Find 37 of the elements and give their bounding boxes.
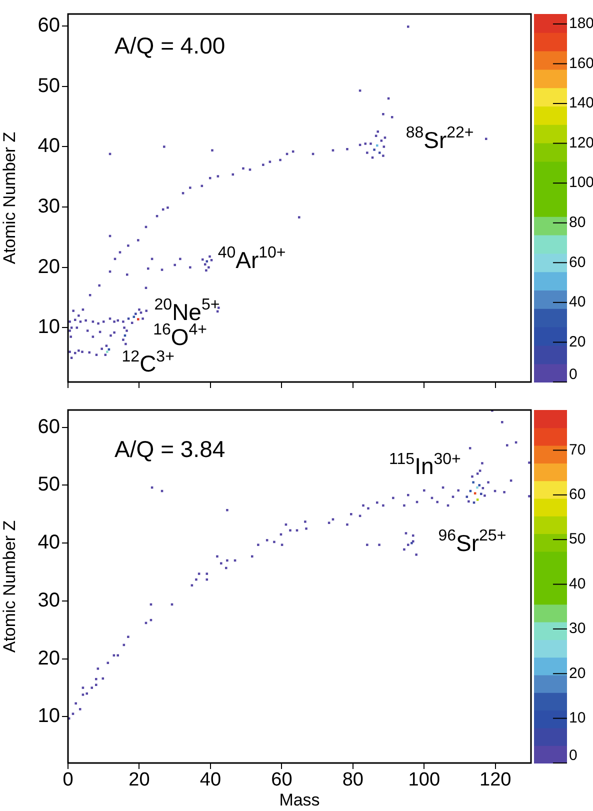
color-bar-label: 70 xyxy=(569,441,586,458)
color-bar-label: 0 xyxy=(569,747,578,764)
color-bar-label: 30 xyxy=(569,620,586,638)
y-tick-label: 10 xyxy=(38,316,60,338)
y-axis-title: Atomic Number Z xyxy=(0,520,19,653)
color-bar-label: 10 xyxy=(569,709,586,726)
y-tick-label: 30 xyxy=(38,196,60,218)
y-tick-label: 40 xyxy=(38,135,60,158)
x-tick-label: 100 xyxy=(408,770,440,791)
y-tick-label: 10 xyxy=(38,705,60,728)
x-axis-title: Mass xyxy=(279,790,320,810)
color-bar-label: 0 xyxy=(569,366,578,384)
x-tick-label: 60 xyxy=(271,770,292,791)
color-bar-label: 20 xyxy=(569,333,586,350)
y-tick-label: 40 xyxy=(38,532,60,554)
color-bar-label: 40 xyxy=(569,294,586,311)
y-axis-title: Atomic Number Z xyxy=(0,132,19,264)
y-tick-label: 20 xyxy=(38,647,60,670)
color-bar-label: 60 xyxy=(569,254,586,271)
x-tick-label: 20 xyxy=(128,770,150,791)
y-tick-label: 30 xyxy=(38,589,60,612)
color-bar-label: 50 xyxy=(569,530,586,548)
y-tick-label: 20 xyxy=(38,256,60,278)
color-bar-label: 80 xyxy=(569,214,586,232)
color-bar-label: 40 xyxy=(569,575,586,592)
x-tick-label: 120 xyxy=(480,770,512,791)
annotation: A/Q = 3.84 xyxy=(114,436,226,462)
x-tick-label: 0 xyxy=(62,770,74,791)
x-tick-label: 80 xyxy=(342,770,364,791)
color-bar-label: 60 xyxy=(569,486,586,504)
y-tick-label: 60 xyxy=(38,14,60,37)
annotation: A/Q = 4.00 xyxy=(114,32,226,59)
y-tick-label: 50 xyxy=(38,474,60,496)
x-tick-label: 40 xyxy=(200,770,222,791)
y-tick-label: 50 xyxy=(38,74,60,97)
y-tick-label: 60 xyxy=(38,416,60,438)
color-bar-label: 20 xyxy=(569,664,586,682)
